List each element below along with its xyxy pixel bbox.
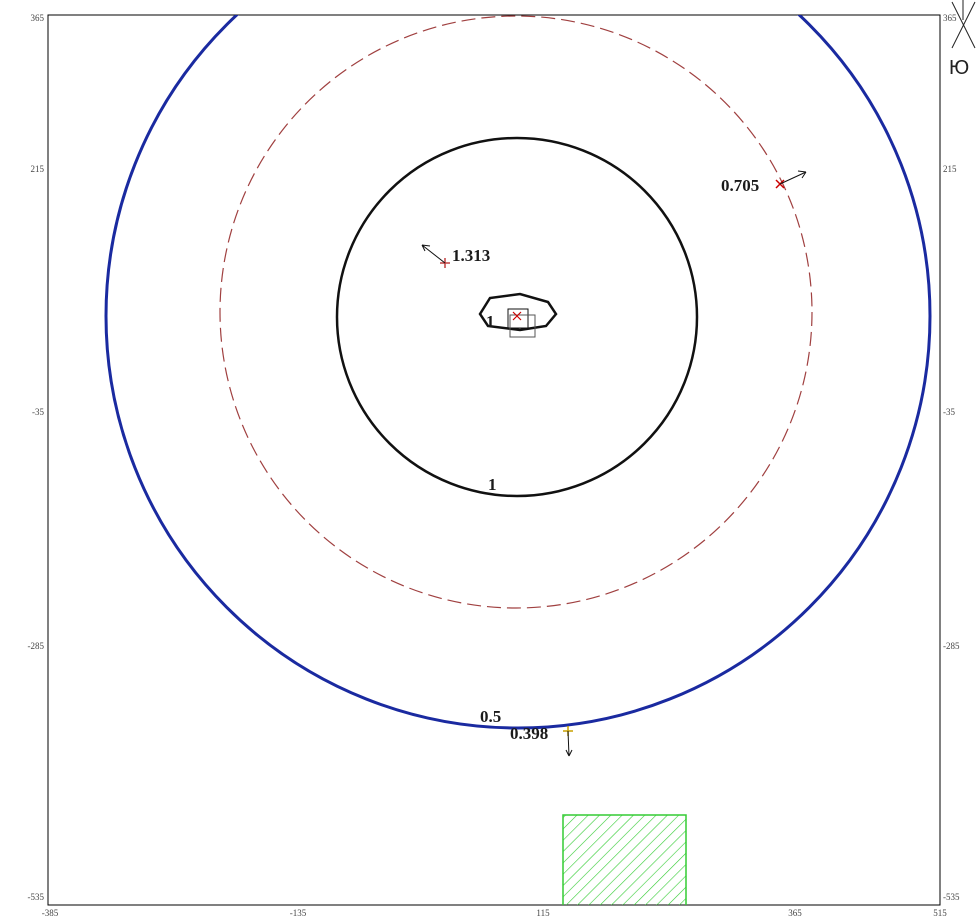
- axis-label: -135: [290, 908, 307, 918]
- axis-label: 115: [536, 908, 550, 918]
- axis-label: -285: [28, 641, 45, 651]
- point-label: 1.313: [452, 246, 490, 265]
- axis-label: 515: [933, 908, 947, 918]
- axis-label: 215: [943, 164, 957, 174]
- compass-arrow: [951, 0, 976, 49]
- source-box: [507, 308, 529, 329]
- plot-frame: [47, 14, 941, 906]
- point-label: 0.398: [510, 724, 548, 743]
- contour-inner: [478, 292, 558, 332]
- axis-label: -385: [42, 908, 59, 918]
- axis-label: 365: [788, 908, 802, 918]
- axis-label: -535: [943, 892, 960, 902]
- axis-label: 365: [943, 13, 957, 23]
- contour-label: 0.5: [480, 707, 501, 726]
- contour-1: [335, 136, 699, 498]
- source-mark: [512, 311, 522, 321]
- source-box-2: [509, 314, 536, 338]
- point-label: 0.705: [721, 176, 759, 195]
- zone: [562, 814, 687, 905]
- axis-label: -535: [28, 892, 45, 902]
- contour-0-5: [104, 15, 932, 730]
- axis-label: -285: [943, 641, 960, 651]
- compass-label: Ю: [949, 57, 969, 79]
- wind-arrow: [565, 730, 573, 757]
- contour-dashed: [219, 15, 813, 609]
- contour-label: 1: [486, 312, 495, 331]
- axis-label: 365: [31, 13, 45, 23]
- axis-label: -35: [32, 407, 44, 417]
- axis-label: 215: [31, 164, 45, 174]
- wind-arrow: [421, 244, 446, 264]
- axis-label: -35: [943, 407, 955, 417]
- contour-label: 1: [488, 475, 497, 494]
- wind-arrow: [779, 170, 807, 185]
